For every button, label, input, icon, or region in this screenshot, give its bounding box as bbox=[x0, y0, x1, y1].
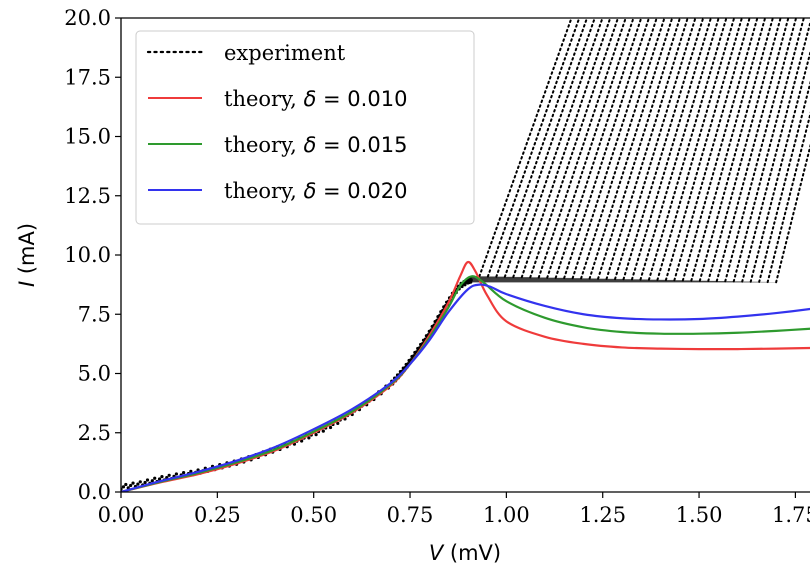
experiment-sweep-branch bbox=[647, 18, 728, 281]
y-tick-label: 0.0 bbox=[78, 480, 111, 504]
experiment-sweep-branch bbox=[512, 18, 604, 279]
y-tick-label: 7.5 bbox=[78, 302, 111, 326]
x-tick-label: 1.00 bbox=[483, 503, 530, 527]
y-axis-ticks: 0.0 2.5 5.0 7.5 10.0 12.5 15.0 17.5 20.0 bbox=[64, 6, 121, 504]
experiment-sweep-branch bbox=[597, 18, 681, 280]
x-axis-ticks: 0.00 0.25 0.50 0.75 1.00 1.25 1.50 1.75 bbox=[98, 492, 810, 527]
experiment-sweep-branch bbox=[707, 18, 782, 282]
experiment-point bbox=[150, 479, 154, 483]
x-tick-label: 0.50 bbox=[290, 503, 337, 527]
legend-box bbox=[135, 30, 475, 225]
experiment-sweep-branch bbox=[681, 18, 759, 282]
legend-label-delta-0020: theory, δ = 0.020 bbox=[224, 179, 407, 203]
experiment-sweep-branch bbox=[741, 19, 810, 283]
y-tick-label: 20.0 bbox=[64, 6, 111, 30]
experiment-sweep-branch bbox=[673, 18, 751, 282]
y-tick-label: 2.5 bbox=[78, 421, 111, 445]
legend: experiment theory, δ = 0.010 theory, δ =… bbox=[135, 30, 475, 225]
experiment-sweep-branch bbox=[614, 18, 697, 281]
experiment-point bbox=[321, 429, 325, 433]
experiment-point bbox=[131, 481, 135, 485]
experiment-sweep-branch bbox=[503, 18, 596, 278]
experiment-sweep-branch bbox=[690, 18, 767, 282]
x-tick-label: 0.00 bbox=[98, 503, 145, 527]
experiment-sweep-branch bbox=[529, 18, 620, 279]
legend-entry-delta-0020: theory, δ = 0.020 bbox=[148, 179, 407, 203]
y-tick-label: 10.0 bbox=[64, 243, 111, 267]
experiment-point bbox=[336, 421, 340, 425]
experiment-sweep-branch bbox=[664, 18, 743, 282]
experiment-sweep-branch bbox=[631, 18, 712, 281]
experiment-sweep-branch bbox=[766, 111, 810, 284]
experiment-sweep-branch bbox=[478, 18, 573, 278]
theory-series-group bbox=[121, 260, 810, 492]
experiment-point bbox=[145, 478, 150, 482]
experiment-sweep-branch bbox=[580, 18, 666, 280]
y-tick-label: 17.5 bbox=[64, 65, 111, 89]
experiment-sweep-branch bbox=[486, 18, 581, 278]
experiment-sweep-branch bbox=[520, 18, 612, 279]
x-tick-label: 1.50 bbox=[676, 503, 723, 527]
experiment-sweep-branch bbox=[698, 18, 774, 282]
experiment-sweep-branch bbox=[656, 18, 736, 281]
experiment-point bbox=[124, 482, 128, 487]
experiment-sweep-branch bbox=[622, 18, 705, 281]
experiment-sweep-branch bbox=[732, 18, 805, 283]
experiment-point bbox=[129, 483, 133, 488]
experiment-point bbox=[160, 475, 164, 479]
experiment-point bbox=[143, 480, 147, 485]
experiment-point bbox=[174, 472, 178, 476]
x-tick-label: 1.25 bbox=[579, 503, 626, 527]
experiment-sweep-branch bbox=[775, 143, 810, 284]
experiment-point bbox=[189, 469, 193, 473]
experiment-point bbox=[463, 283, 467, 287]
experiment-sweep-branch bbox=[724, 18, 798, 283]
experiment-point bbox=[167, 473, 171, 477]
experiment-sweep-branch bbox=[588, 18, 674, 280]
legend-label-delta-0010: theory, δ = 0.010 bbox=[224, 87, 407, 111]
experiment-point bbox=[182, 471, 186, 475]
experiment-sweep-branch bbox=[546, 18, 635, 279]
experiment-point bbox=[157, 477, 162, 481]
theory-curve-1 bbox=[121, 275, 810, 492]
experiment-sweep-branch bbox=[758, 80, 810, 283]
y-tick-label: 15.0 bbox=[64, 125, 111, 149]
experiment-point bbox=[121, 485, 126, 489]
y-tick-label: 12.5 bbox=[64, 184, 111, 208]
y-axis-label: I (mA) bbox=[15, 223, 39, 287]
x-tick-label: 0.75 bbox=[387, 503, 434, 527]
experiment-sweep-branch bbox=[639, 18, 720, 281]
x-axis-label: V (mV) bbox=[429, 541, 501, 565]
experiment-point bbox=[314, 433, 318, 437]
theory-curve-0 bbox=[121, 260, 810, 492]
experiment-sweep-branch bbox=[563, 18, 651, 280]
legend-entry-delta-0015: theory, δ = 0.015 bbox=[148, 133, 407, 157]
theory-curve-2 bbox=[121, 283, 810, 492]
experiment-point bbox=[300, 439, 304, 443]
experiment-point bbox=[328, 425, 333, 430]
legend-label-delta-0015: theory, δ = 0.015 bbox=[224, 133, 407, 157]
experiment-sweep-branch bbox=[495, 18, 589, 278]
experiment-sweep-branch bbox=[554, 18, 643, 279]
experiment-point bbox=[469, 278, 473, 282]
experiment-sweep-branch bbox=[605, 18, 689, 280]
experiment-point bbox=[138, 480, 142, 484]
experiment-point bbox=[307, 436, 311, 440]
experiment-sweep-branch bbox=[537, 18, 627, 279]
y-tick-label: 5.0 bbox=[78, 362, 111, 386]
x-tick-label: 0.25 bbox=[194, 503, 241, 527]
x-tick-label: 1.75 bbox=[772, 503, 810, 527]
experiment-sweep-branch bbox=[715, 18, 790, 283]
legend-entry-experiment: experiment bbox=[146, 41, 346, 65]
experiment-point bbox=[153, 476, 157, 480]
experiment-sweep-branch bbox=[571, 18, 658, 280]
experiment-sweep-branch bbox=[749, 49, 810, 283]
experiment-point bbox=[136, 482, 140, 486]
legend-label-experiment: experiment bbox=[224, 41, 346, 65]
legend-entry-delta-0010: theory, δ = 0.010 bbox=[148, 87, 407, 111]
